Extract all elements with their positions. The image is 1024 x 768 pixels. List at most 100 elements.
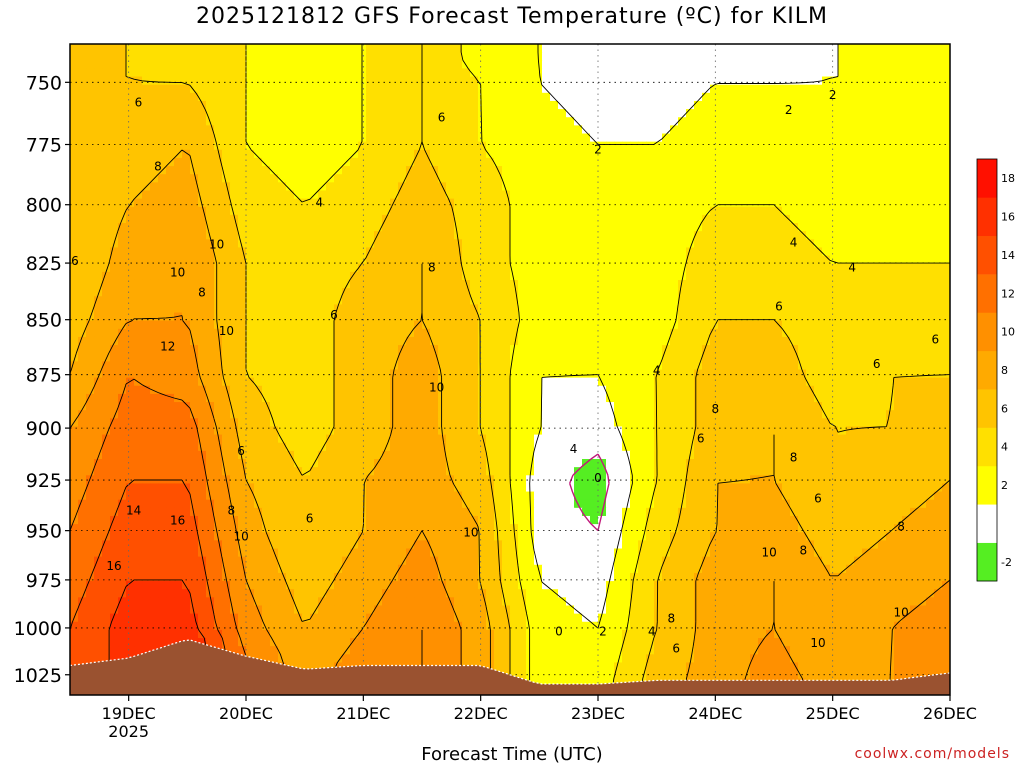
temp-cell (878, 345, 887, 354)
temp-cell (422, 377, 431, 387)
temp-cell (750, 190, 759, 200)
temp-cell (150, 198, 159, 208)
temp-cell (646, 206, 655, 216)
temp-cell (710, 385, 719, 395)
temp-cell (182, 328, 191, 338)
temp-cell (766, 279, 775, 289)
temp-cell (934, 190, 943, 200)
temp-cell (822, 336, 831, 346)
temp-cell (238, 182, 247, 192)
temp-cell (318, 377, 327, 387)
temp-cell (486, 109, 495, 118)
temp-cell (838, 76, 847, 86)
temp-cell (918, 353, 927, 362)
temp-cell (70, 125, 79, 135)
temp-cell (190, 369, 199, 379)
temp-cell (238, 231, 247, 240)
temp-cell (470, 223, 479, 232)
temp-cell (302, 68, 311, 78)
temp-cell (270, 76, 279, 86)
temp-cell (534, 214, 543, 224)
temp-cell (742, 109, 751, 118)
temp-cell (822, 304, 831, 314)
temp-cell (230, 288, 239, 297)
temp-cell (790, 44, 799, 53)
temp-cell (622, 60, 631, 70)
temp-cell (174, 52, 183, 61)
temp-cell (254, 312, 263, 322)
temp-cell (566, 263, 575, 273)
temp-cell (262, 117, 271, 126)
temp-cell (662, 336, 671, 346)
temp-cell (942, 320, 950, 330)
temp-cell (198, 214, 207, 224)
temp-cell (86, 345, 95, 354)
temp-cell (358, 190, 367, 200)
temp-cell (286, 125, 295, 135)
temp-cell (470, 92, 479, 102)
temp-cell (78, 271, 87, 281)
temp-cell (302, 190, 311, 200)
temp-cell (846, 76, 855, 86)
temp-cell (414, 369, 423, 379)
temp-cell (366, 239, 375, 249)
temp-cell (478, 328, 487, 338)
temp-cell (846, 174, 855, 183)
temp-cell (726, 157, 735, 167)
temp-cell (790, 157, 799, 167)
temp-cell (790, 68, 799, 78)
temp-cell (926, 336, 935, 346)
plot-area (70, 44, 950, 695)
temp-cell (246, 109, 255, 118)
temp-cell (638, 52, 647, 61)
temp-cell (678, 76, 687, 86)
temp-cell (582, 296, 591, 305)
temp-cell (374, 84, 383, 94)
temp-cell (646, 361, 655, 371)
temp-cell (702, 76, 711, 86)
temp-cell (934, 100, 943, 110)
temp-cell (614, 296, 623, 305)
temp-cell (494, 223, 503, 232)
temp-cell (454, 117, 463, 126)
temp-cell (774, 263, 783, 273)
temp-cell (254, 206, 263, 216)
temp-cell (350, 117, 359, 126)
temp-cell (806, 312, 815, 322)
temp-cell (334, 271, 343, 281)
temp-cell (734, 60, 743, 70)
temp-cell (542, 182, 551, 192)
temp-cell (462, 133, 471, 143)
temp-cell (478, 149, 487, 159)
temp-cell (502, 100, 511, 110)
temp-cell (422, 190, 431, 200)
temp-cell (270, 190, 279, 200)
temp-cell (246, 288, 255, 297)
temp-cell (390, 157, 399, 167)
temp-cell (894, 198, 903, 208)
temp-cell (494, 361, 503, 371)
temp-cell (814, 336, 823, 346)
temp-cell (630, 125, 639, 135)
temp-cell (910, 182, 919, 192)
temp-cell (550, 247, 559, 257)
temp-cell (110, 361, 119, 371)
temp-cell (414, 157, 423, 167)
temp-cell (518, 149, 527, 159)
temp-cell (86, 141, 95, 151)
temp-cell (182, 263, 191, 273)
temp-cell (822, 279, 831, 289)
temp-cell (598, 263, 607, 273)
temp-cell (174, 385, 183, 395)
temp-cell (782, 157, 791, 167)
temp-cell (862, 109, 871, 118)
temp-cell (854, 68, 863, 78)
temp-cell (718, 361, 727, 371)
temp-cell (550, 68, 559, 78)
temp-cell (438, 304, 447, 314)
temp-cell (94, 223, 103, 232)
temp-cell (406, 109, 415, 118)
temp-cell (838, 377, 847, 387)
temp-cell (110, 117, 119, 126)
temp-cell (630, 328, 639, 338)
